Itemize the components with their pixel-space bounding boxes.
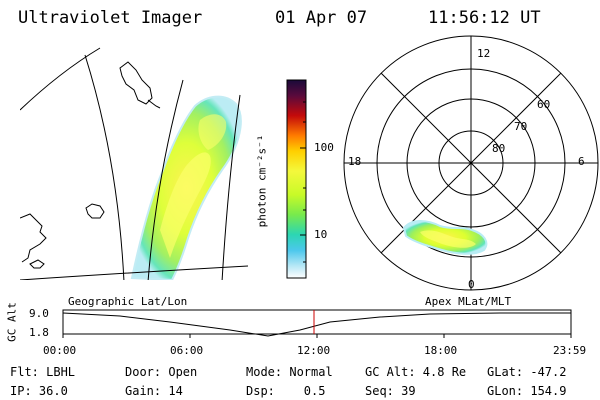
altitude-curve [62, 312, 571, 337]
mlt-12-label: 12 [477, 47, 491, 60]
title: Ultraviolet Imager [18, 8, 203, 28]
geographic-map [20, 47, 248, 280]
geo-caption: Geographic Lat/Lon [68, 295, 188, 308]
alt-xtick-0000: 00:00 [43, 344, 77, 357]
info-filter: Flt: LBHL [10, 365, 76, 379]
alt-ylabel: GC Alt [5, 302, 19, 342]
date-label: 01 Apr 07 [275, 8, 368, 28]
alt-ymin: 1.8 [29, 326, 49, 339]
info-gain: Gain: 14 [125, 384, 183, 398]
info-door: Door: Open [125, 365, 198, 379]
info-seq: Seq: 39 [365, 384, 416, 398]
info-glon: GLon: 154.9 [487, 384, 567, 398]
colorbar [286, 79, 307, 279]
colorbar-unit-label: photon cm⁻²s⁻¹ [255, 134, 269, 228]
mlt-0-label: 0 [468, 278, 475, 291]
alt-xtick-0600: 06:00 [170, 344, 204, 357]
mlat-80-label: 80 [492, 142, 506, 155]
mlt-6-label: 6 [578, 155, 585, 168]
alt-xtick-1200: 12:00 [297, 344, 331, 357]
time-label: 11:56:12 UT [428, 8, 541, 28]
polar-caption: Apex MLat/MLT [425, 295, 512, 308]
info-mode: Mode: Normal [246, 365, 333, 379]
mlt-18-label: 18 [348, 155, 362, 168]
alt-xtick-1800: 18:00 [424, 344, 458, 357]
polar-plot [343, 35, 599, 291]
info-gc-alt: GC Alt: 4.8 Re [365, 365, 467, 379]
mlat-70-label: 70 [514, 120, 528, 133]
colorbar-tick-10: 10 [314, 228, 328, 241]
info-ip: IP: 36.0 [10, 384, 68, 398]
info-dsp: Dsp: 0.5 [246, 384, 326, 398]
alt-ymax: 9.0 [29, 307, 49, 320]
altitude-plot [62, 309, 572, 335]
alt-xtick-2359: 23:59 [553, 344, 587, 357]
info-glat: GLat: -47.2 [487, 365, 567, 379]
mlat-60-label: 60 [537, 98, 551, 111]
colorbar-tick-100: 100 [314, 141, 334, 154]
